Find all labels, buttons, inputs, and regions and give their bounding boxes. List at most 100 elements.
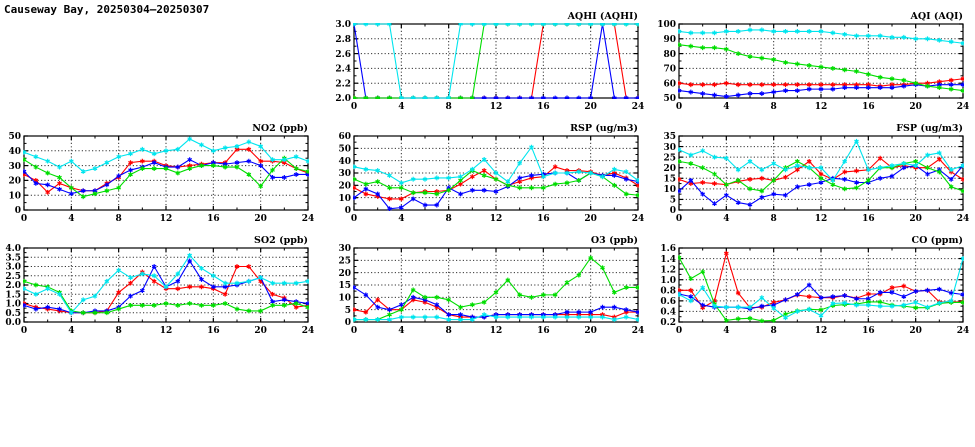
x-tick-label: 8 — [116, 214, 122, 224]
y-tick-label: 2.0 — [335, 94, 351, 104]
y-tick-label: 40 — [338, 157, 351, 167]
x-tick-label: 16 — [537, 102, 550, 112]
chart-panel-no2: NO2 (ppb) 0 10 20 30 40 50 0 4 8 12 16 20 24 — [0, 120, 318, 232]
y-tick-label: 70 — [663, 65, 676, 75]
y-tick-label: 20 — [338, 182, 351, 192]
x-tick-label: 24 — [957, 326, 970, 336]
y-tick-label: 1.0 — [5, 300, 21, 310]
y-tick-label: 30 — [663, 143, 676, 153]
y-tick-label: 60 — [338, 132, 351, 142]
series-markers-day2 — [678, 82, 964, 99]
x-tick-label: 8 — [771, 326, 777, 336]
x-tick-label: 20 — [584, 326, 597, 336]
y-tick-label: 35 — [663, 132, 676, 142]
x-tick-label: 12 — [490, 326, 503, 336]
y-tick-label: 15 — [663, 174, 676, 184]
x-tick-label: 0 — [676, 214, 682, 224]
x-tick-label: 24 — [632, 214, 645, 224]
panel-title-aqhi: AQHI (AQHI) — [567, 11, 638, 22]
y-tick-label: 0.5 — [5, 309, 21, 319]
y-tick-label: 50 — [338, 145, 351, 155]
x-tick-label: 0 — [676, 326, 682, 336]
y-tick-label: 60 — [663, 79, 676, 89]
y-tick-label: 1.2 — [660, 265, 676, 275]
x-tick-label: 8 — [446, 102, 452, 112]
y-tick-label: 2.6 — [335, 50, 351, 60]
x-tick-label: 12 — [160, 326, 173, 336]
x-tick-label: 8 — [771, 214, 777, 224]
y-tick-label: 2.4 — [335, 65, 351, 75]
y-tick-label: 10 — [663, 185, 676, 195]
x-tick-label: 16 — [537, 326, 550, 336]
series-markers-day4 — [353, 144, 639, 186]
y-tick-label: 3.5 — [5, 253, 21, 263]
y-tick-label: 15 — [338, 281, 351, 291]
y-tick-label: 90 — [663, 35, 676, 45]
panel-title-so2: SO2 (ppb) — [254, 235, 308, 246]
x-tick-label: 8 — [771, 102, 777, 112]
x-tick-label: 24 — [632, 102, 645, 112]
y-tick-label: 40 — [8, 147, 21, 157]
y-tick-label: 25 — [663, 153, 676, 163]
y-tick-label: 80 — [663, 50, 676, 60]
series-markers-day4 — [23, 253, 309, 316]
x-tick-label: 0 — [351, 214, 357, 224]
x-tick-label: 24 — [302, 326, 315, 336]
x-tick-label: 20 — [909, 214, 922, 224]
y-tick-label: 20 — [338, 269, 351, 279]
x-tick-label: 16 — [207, 326, 220, 336]
x-tick-label: 20 — [909, 102, 922, 112]
x-tick-label: 24 — [302, 214, 315, 224]
x-tick-label: 4 — [398, 102, 404, 112]
series-markers-day4 — [353, 23, 639, 99]
y-tick-label: 5 — [345, 306, 351, 316]
x-tick-label: 16 — [537, 214, 550, 224]
chart-panel-fsp: FSP (ug/m3) 0 5 10 15 20 25 30 35 0 4 8 12 16 20 24 — [655, 120, 973, 232]
x-tick-label: 4 — [723, 214, 729, 224]
x-tick-label: 12 — [815, 326, 828, 336]
x-tick-label: 4 — [398, 326, 404, 336]
y-tick-label: 4.0 — [5, 244, 21, 254]
y-tick-label: 0.6 — [660, 297, 676, 307]
y-tick-label: 20 — [663, 164, 676, 174]
y-tick-label: 3.0 — [5, 263, 21, 273]
y-tick-label: 0 — [670, 206, 676, 216]
x-tick-label: 4 — [68, 326, 74, 336]
x-tick-label: 4 — [723, 102, 729, 112]
panel-title-no2: NO2 (ppb) — [252, 123, 308, 134]
y-tick-label: 100 — [657, 20, 676, 30]
series-markers-day3 — [678, 42, 964, 93]
chart-panel-aqhi: AQHI (AQHI) 2.0 2.2 2.4 2.6 2.8 3.0 0 4 8 12 16 20 24 — [330, 8, 648, 120]
series-markers-day3 — [353, 168, 639, 198]
series-markers-day4 — [678, 27, 964, 46]
y-tick-label: 50 — [8, 132, 21, 142]
x-tick-label: 12 — [815, 214, 828, 224]
y-tick-label: 0.0 — [5, 318, 21, 328]
series-markers-day1 — [353, 164, 639, 202]
y-tick-label: 50 — [663, 94, 676, 104]
y-tick-label: 0 — [345, 206, 351, 216]
x-tick-label: 8 — [446, 214, 452, 224]
panel-title-fsp: FSP (ug/m3) — [896, 123, 963, 134]
x-tick-label: 16 — [862, 102, 875, 112]
y-tick-label: 10 — [338, 194, 351, 204]
panel-title-rsp: RSP (ug/m3) — [570, 123, 638, 134]
page-title: Causeway Bay, 20250304–20250307 — [4, 3, 210, 16]
series-markers-day2 — [23, 157, 309, 197]
y-tick-label: 20 — [8, 177, 21, 187]
y-tick-label: 0 — [15, 206, 21, 216]
x-tick-label: 4 — [398, 214, 404, 224]
x-tick-label: 12 — [490, 214, 503, 224]
x-tick-label: 20 — [909, 326, 922, 336]
x-tick-label: 24 — [957, 214, 970, 224]
y-tick-label: 5 — [670, 196, 676, 206]
x-tick-label: 12 — [160, 214, 173, 224]
x-tick-label: 16 — [862, 326, 875, 336]
y-tick-label: 1.6 — [660, 244, 676, 254]
y-tick-label: 25 — [338, 257, 351, 267]
chart-panel-o3: O3 (ppb) 0 5 10 15 20 25 30 0 4 8 12 16 20 24 — [330, 232, 648, 344]
x-tick-label: 0 — [21, 326, 27, 336]
y-tick-label: 2.0 — [5, 281, 21, 291]
y-tick-label: 10 — [338, 294, 351, 304]
